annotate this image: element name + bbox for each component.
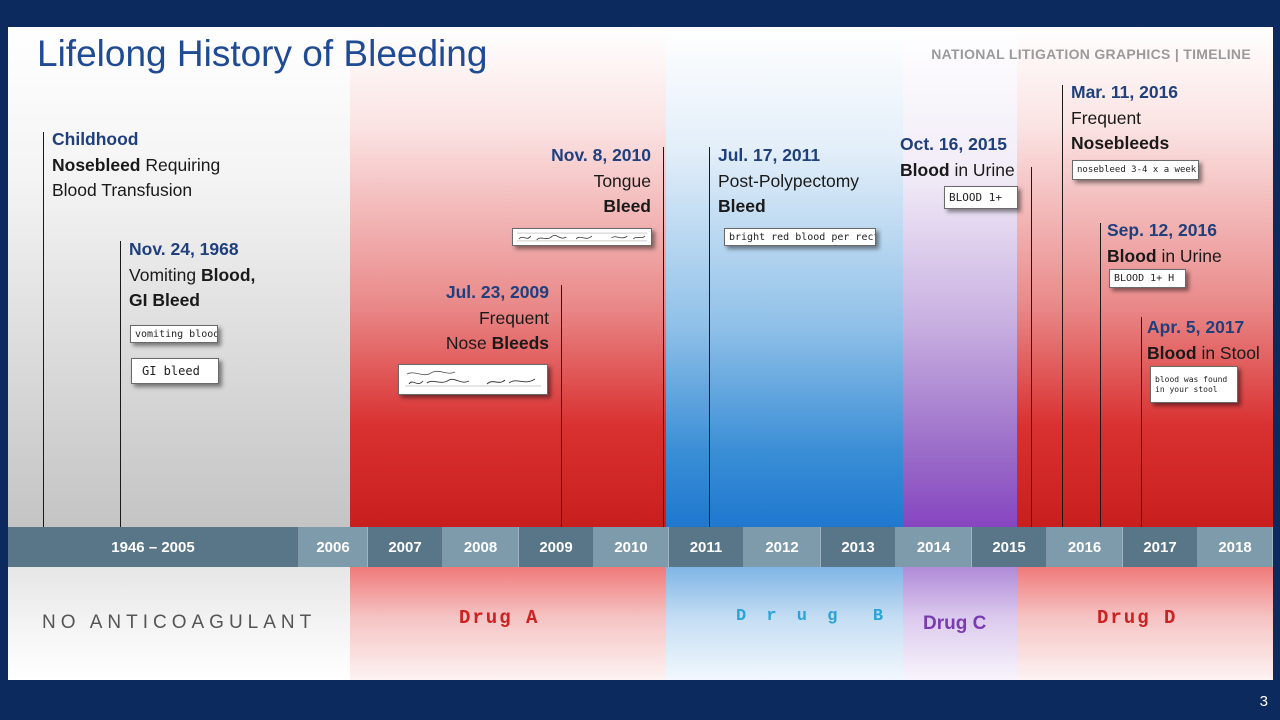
event-keyword: Nosebleeds xyxy=(1071,133,1170,153)
axis-label: 2008 xyxy=(443,527,519,567)
axis-label: 2009 xyxy=(519,527,594,567)
event-keyword: GI Bleed xyxy=(129,290,200,310)
axis-label: 2014 xyxy=(896,527,972,567)
handwriting-scribble xyxy=(517,232,647,242)
event-line-childhood xyxy=(43,132,44,527)
axis-label: 2010 xyxy=(594,527,669,567)
drug-c-band-lower xyxy=(903,567,1017,680)
drug-c-band xyxy=(903,27,1017,527)
event-date: Mar. 11, 2016 xyxy=(1071,82,1179,102)
event-line-2009 xyxy=(561,285,562,527)
event-date: Jul. 17, 2011 xyxy=(718,145,821,165)
event-text: Nose xyxy=(445,333,492,353)
timeline-axis: 1946 – 2005 2006 2007 2008 2009 2010 201… xyxy=(8,527,1273,567)
axis-label: 2017 xyxy=(1123,527,1198,567)
record-excerpt: bright red blood per rectum xyxy=(724,228,876,246)
slide: Lifelong History of Bleeding NATIONAL LI… xyxy=(8,27,1273,680)
axis-label: 2007 xyxy=(368,527,443,567)
event-line-2010 xyxy=(663,147,664,527)
drug-a-band-lower xyxy=(350,567,666,680)
event-line-2016-sep xyxy=(1100,223,1101,527)
event-text: Frequent xyxy=(1071,107,1142,128)
event-text: in Urine xyxy=(1156,245,1222,266)
event-2016-september: Sep. 12, 2016 Blood in Urine xyxy=(1107,218,1222,269)
page-number: 3 xyxy=(1259,693,1268,710)
axis-label: 2011 xyxy=(669,527,744,567)
event-date: Jul. 23, 2009 xyxy=(445,282,549,302)
axis-label: 2006 xyxy=(299,527,368,567)
event-2011: Jul. 17, 2011 Post-Polypectomy Bleed xyxy=(718,143,859,220)
period-label-drug-d: Drug D xyxy=(1097,607,1178,629)
event-date: Nov. 8, 2010 xyxy=(551,145,651,165)
event-date: Sep. 12, 2016 xyxy=(1107,220,1217,240)
period-label-drug-b: D r u g B xyxy=(736,607,889,626)
event-date: Nov. 24, 1968 xyxy=(129,239,239,259)
event-text: Frequent xyxy=(478,307,549,328)
period-label-no-anticoagulant: NO ANTICOAGULANT xyxy=(42,612,317,633)
event-line-2016-mar xyxy=(1062,85,1063,527)
event-keyword: Bleed xyxy=(718,196,766,216)
drug-a-band xyxy=(350,27,666,527)
record-excerpt-line: in your stool xyxy=(1155,384,1218,394)
event-2010: Nov. 8, 2010 Tongue Bleed xyxy=(508,143,651,220)
axis-label: 1946 – 2005 xyxy=(8,527,299,567)
event-line-2011 xyxy=(709,147,710,527)
event-1968: Nov. 24, 1968 Vomiting Blood, GI Bleed xyxy=(129,237,255,314)
event-keyword: Blood xyxy=(1107,245,1157,266)
event-text: in Urine xyxy=(949,159,1015,180)
event-keyword: Blood, xyxy=(200,264,256,285)
axis-label: 2018 xyxy=(1198,527,1273,567)
period-label-drug-c: Drug C xyxy=(923,613,987,634)
event-text: in Stool xyxy=(1196,342,1260,363)
event-line-1968 xyxy=(120,241,121,527)
handwritten-record-excerpt xyxy=(512,228,652,246)
axis-label: 2016 xyxy=(1047,527,1123,567)
event-text: Tongue xyxy=(593,170,651,191)
no-anticoagulant-band-lower xyxy=(8,567,350,680)
record-excerpt: BLOOD 1+ xyxy=(944,186,1018,209)
drug-d-band-lower xyxy=(1017,567,1273,680)
handwriting-scribble xyxy=(405,370,541,386)
event-2017: Apr. 5, 2017 Blood in Stool xyxy=(1147,315,1260,366)
record-excerpt-line: blood was found xyxy=(1155,374,1228,384)
axis-label: 2015 xyxy=(972,527,1047,567)
record-excerpt: vomiting blood xyxy=(130,325,218,343)
brand-label: NATIONAL LITIGATION GRAPHICS | TIMELINE xyxy=(931,46,1251,62)
no-anticoagulant-band xyxy=(8,27,350,527)
axis-label: 2012 xyxy=(744,527,821,567)
event-2016-march: Mar. 11, 2016 Frequent Nosebleeds xyxy=(1071,80,1178,157)
event-keyword: Blood xyxy=(900,159,950,180)
record-excerpt: nosebleed 3-4 x a week xyxy=(1072,160,1199,180)
drug-b-band xyxy=(666,27,903,527)
record-excerpt: BLOOD 1+ H xyxy=(1109,269,1186,288)
record-excerpt: blood was found in your stool xyxy=(1150,366,1238,403)
axis-label: 2013 xyxy=(821,527,896,567)
page-title: Lifelong History of Bleeding xyxy=(37,33,488,74)
event-line-2015 xyxy=(1031,167,1032,527)
event-text: Vomiting xyxy=(129,264,201,285)
event-date: Childhood xyxy=(52,129,139,149)
event-keyword: Bleed xyxy=(603,196,651,216)
event-date: Apr. 5, 2017 xyxy=(1147,317,1245,337)
event-keyword: Blood xyxy=(1147,342,1197,363)
event-text: Blood Transfusion xyxy=(52,180,193,200)
event-text: Post-Polypectomy xyxy=(718,170,860,191)
event-childhood: Childhood Nosebleed Requiring Blood Tran… xyxy=(52,127,220,204)
event-text: Requiring xyxy=(140,154,221,175)
event-keyword: Bleeds xyxy=(491,333,549,353)
event-date: Oct. 16, 2015 xyxy=(900,134,1008,154)
drug-b-band-lower xyxy=(666,567,903,680)
period-label-drug-a: Drug A xyxy=(459,607,540,629)
handwritten-record-excerpt xyxy=(398,364,548,395)
event-keyword: Nosebleed xyxy=(52,154,141,175)
record-excerpt: GI bleed xyxy=(131,358,219,384)
event-2015: Oct. 16, 2015 Blood in Urine xyxy=(900,132,1015,183)
event-line-2017 xyxy=(1141,317,1142,527)
event-2009: Jul. 23, 2009 Frequent Nose Bleeds xyxy=(408,280,549,357)
